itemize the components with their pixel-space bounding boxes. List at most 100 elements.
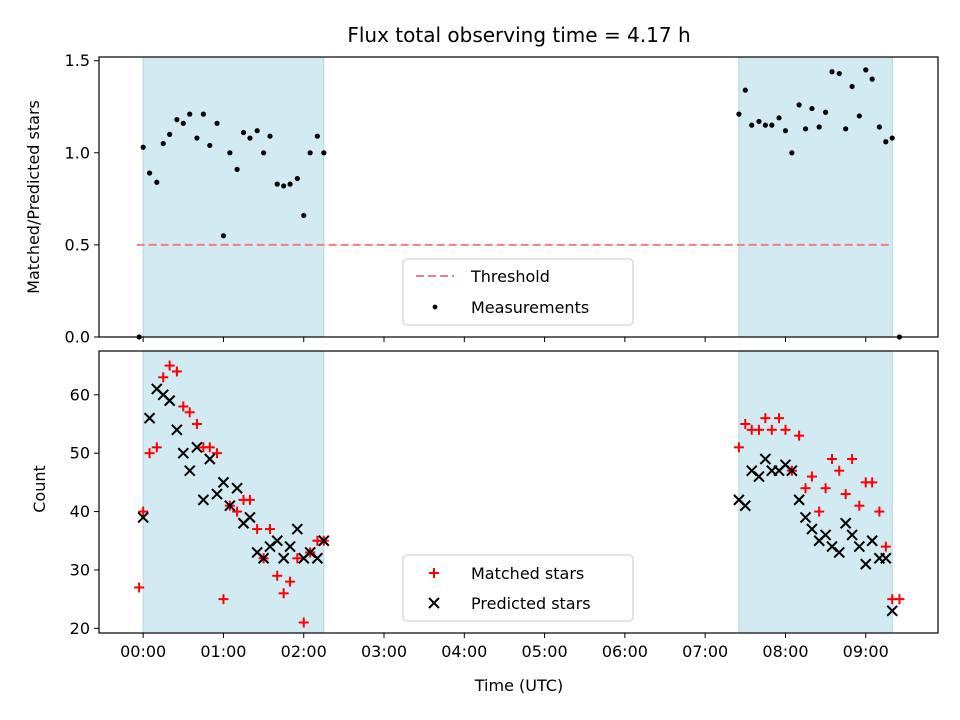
ratio-dot-point-42 (822, 109, 829, 115)
count-plus-point-24 (292, 553, 303, 564)
ratio-dot-point-21 (274, 181, 280, 187)
count-x-point-5 (171, 424, 183, 436)
count-plus-point-32 (753, 424, 764, 435)
count-x-point-9 (197, 494, 210, 506)
count-y-tick-label-0: 20 (70, 619, 90, 638)
count-plus-point-29 (733, 442, 744, 453)
legend-measurements-label: Measurements (471, 298, 589, 317)
ratio-y-tick-label-3: 1.5 (65, 51, 90, 70)
x-tick-label-1: 01:00 (200, 642, 246, 661)
count-plus-point-35 (774, 413, 785, 424)
ratio-dot-point-22 (281, 183, 287, 189)
count-plus-point-44 (834, 465, 845, 476)
ratio-dot-point-29 (736, 111, 742, 117)
ratio-dot-point-34 (769, 122, 775, 128)
count-plus-point-53 (894, 594, 905, 605)
x-tick-label-9: 09:00 (843, 642, 889, 661)
count-plus-point-7 (178, 401, 189, 412)
ratio-dot-point-25 (301, 212, 307, 219)
ratio-dot-point-47 (856, 113, 862, 119)
count-plus-point-25 (298, 617, 309, 628)
ratio-y-tick-label-2: 1.0 (65, 143, 90, 162)
ratio-y-tick-label-0: 0.0 (65, 328, 90, 347)
count-plus-point-38 (794, 430, 805, 441)
count-x-point-18 (257, 552, 270, 564)
ratio-dot-point-15 (234, 166, 240, 172)
ratio-dot-point-3 (154, 179, 160, 185)
ratio-dot-point-33 (762, 122, 768, 128)
count-plus-point-34 (766, 424, 777, 435)
count-plus-point-40 (806, 471, 817, 482)
count-plus-point-17 (244, 494, 255, 505)
count-y-axis-label: Count (30, 465, 49, 513)
count-x-point-20 (271, 535, 283, 547)
count-x-point-22 (284, 540, 296, 553)
ratio-dot-point-14 (227, 150, 233, 156)
count-plus-point-47 (854, 500, 865, 511)
x-tick-label-8: 08:00 (762, 642, 808, 661)
count-x-point-11 (211, 488, 223, 500)
count-plus-point-45 (840, 489, 851, 500)
ratio-dot-point-43 (829, 69, 835, 75)
count-x-point-29 (739, 500, 752, 512)
ratio-dot-point-28 (321, 150, 327, 156)
ratio-dot-point-27 (314, 133, 320, 139)
legend-measurements-swatch (432, 304, 438, 310)
count-x-point-48 (866, 535, 878, 547)
count-legend: Matched stars Predicted stars (402, 554, 634, 622)
ratio-y-tick-label-1: 0.5 (65, 235, 90, 254)
count-plus-point-12 (212, 448, 223, 459)
ratio-panel: 0.0 0.5 1.0 1.5 (65, 51, 939, 347)
count-x-point-23 (291, 523, 304, 535)
count-plus-point-23 (285, 576, 296, 587)
ratio-dot-point-18 (254, 128, 260, 134)
count-x-point-44 (839, 517, 852, 529)
count-plus-point-13 (218, 594, 229, 605)
count-x-point-37 (793, 494, 805, 506)
count-x-point-7 (184, 464, 196, 477)
ratio-shaded-interval-1 (738, 56, 893, 338)
count-x-point-12 (217, 476, 230, 489)
ratio-dot-point-30 (742, 87, 748, 93)
count-plus-point-42 (820, 483, 831, 494)
count-x-point-14 (231, 482, 243, 494)
count-plus-point-0 (134, 582, 145, 593)
count-x-point-46 (853, 540, 866, 553)
count-x-point-47 (860, 558, 872, 570)
x-tick-label-6: 06:00 (602, 642, 648, 661)
ratio-dot-point-7 (180, 120, 186, 126)
count-x-point-10 (204, 453, 216, 465)
count-x-point-41 (819, 529, 832, 541)
count-x-point-0 (137, 511, 149, 524)
count-x-point-27 (318, 535, 330, 547)
legend-threshold-label: Threshold (470, 267, 550, 286)
ratio-dot-point-32 (756, 118, 762, 125)
ratio-dot-point-41 (816, 124, 822, 130)
count-plus-point-11 (204, 442, 215, 453)
ratio-dot-point-6 (174, 117, 180, 123)
ratio-dot-point-36 (782, 128, 789, 134)
ratio-dot-point-49 (869, 76, 875, 82)
count-y-tick-label-2: 40 (70, 502, 90, 521)
count-x-point-36 (786, 464, 798, 477)
ratio-dot-point-37 (789, 150, 795, 156)
count-plus-point-22 (278, 588, 289, 599)
count-plus-point-41 (814, 506, 825, 517)
ratio-dot-point-45 (843, 126, 849, 132)
x-tick-label-0: 00:00 (120, 642, 166, 661)
ratio-dot-point-13 (220, 233, 227, 239)
count-shaded-interval-1 (738, 350, 893, 634)
count-plus-point-43 (827, 454, 838, 465)
x-tick-label-4: 04:00 (441, 642, 487, 661)
count-x-point-50 (880, 552, 892, 564)
count-panel: 20 30 40 50 60 00:00 01:00 02:00 03:00 04:00 05:00… (70, 350, 939, 661)
ratio-dot-point-39 (802, 126, 809, 132)
ratio-legend: Threshold Measurements (402, 258, 634, 326)
count-plus-point-8 (184, 407, 195, 418)
count-plus-point-21 (272, 570, 283, 581)
ratio-dot-point-24 (294, 175, 300, 182)
count-x-point-26 (311, 552, 324, 564)
ratio-dot-point-51 (883, 139, 889, 145)
count-y-tick-label-3: 50 (70, 444, 90, 463)
ratio-dot-point-23 (287, 181, 293, 187)
